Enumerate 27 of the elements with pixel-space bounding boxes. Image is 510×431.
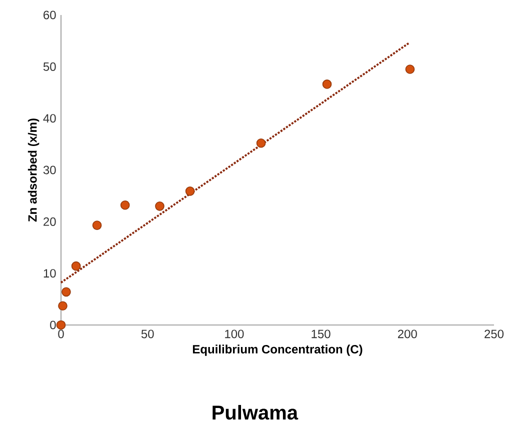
y-tick-label: 60 bbox=[44, 10, 56, 20]
y-axis-title: Zn adsorbed (x/m) bbox=[28, 118, 40, 222]
x-tick-label: 0 bbox=[58, 330, 64, 338]
point bbox=[58, 301, 68, 311]
point bbox=[155, 201, 164, 211]
x-tick-label: 100 bbox=[225, 330, 244, 338]
x-tick-label: 50 bbox=[141, 330, 154, 338]
y-tick-label: 20 bbox=[44, 217, 56, 226]
point bbox=[185, 186, 195, 196]
x-tick-label: 250 bbox=[484, 330, 504, 338]
x-axis-title: Equilibrium Concentration (C) bbox=[192, 344, 362, 356]
y-tick-label: 50 bbox=[43, 62, 56, 71]
y-tick-label: 0 bbox=[50, 320, 56, 330]
x-tick-label: 200 bbox=[398, 330, 417, 338]
x-tick-label: 150 bbox=[312, 330, 330, 338]
point bbox=[322, 80, 332, 89]
point bbox=[62, 287, 71, 297]
point bbox=[405, 64, 415, 74]
point bbox=[92, 220, 102, 230]
y-tick-label: 10 bbox=[44, 269, 56, 278]
point bbox=[71, 261, 81, 271]
point bbox=[56, 320, 66, 330]
y-tick-label: 30 bbox=[43, 166, 56, 174]
point bbox=[120, 200, 130, 210]
point bbox=[256, 138, 266, 148]
text: Pulwama bbox=[212, 404, 298, 420]
y-tick-label: 40 bbox=[43, 114, 56, 123]
